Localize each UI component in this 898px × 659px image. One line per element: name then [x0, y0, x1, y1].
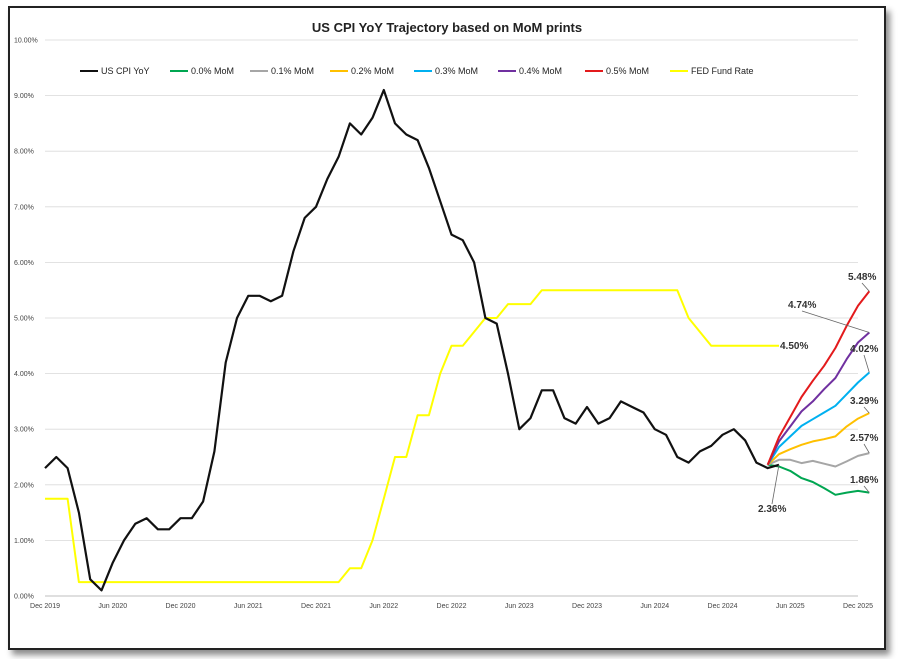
series-line [44, 88, 780, 592]
x-tick-label: Dec 2025 [843, 603, 873, 610]
x-tick-label: Jun 2020 [98, 603, 127, 610]
series-line [45, 289, 779, 584]
annotation-label: 2.57% [850, 433, 878, 444]
y-tick-label: 5.00% [14, 316, 34, 323]
x-tick-label: Jun 2023 [505, 603, 534, 610]
annotation-label: 4.02% [850, 344, 878, 355]
legend-label: 0.3% MoM [435, 66, 478, 76]
legend-label: 0.5% MoM [606, 66, 649, 76]
y-tick-label: 2.00% [14, 482, 34, 489]
x-tick-label: Dec 2020 [166, 603, 196, 610]
series-line [766, 290, 871, 466]
x-tick-label: Dec 2021 [301, 603, 331, 610]
series-line [766, 331, 870, 466]
x-tick-label: Dec 2022 [437, 603, 467, 610]
x-tick-label: Jun 2021 [234, 603, 263, 610]
y-tick-label: 7.00% [14, 204, 34, 211]
legend-label: FED Fund Rate [691, 66, 754, 76]
series-line [767, 412, 870, 466]
annotation-label: 1.86% [850, 475, 878, 486]
y-tick-label: 8.00% [14, 149, 34, 156]
series-line [767, 452, 870, 468]
annotation-label: 2.36% [758, 504, 786, 515]
annotation-leader [863, 485, 870, 493]
y-tick-label: 0.00% [14, 594, 34, 601]
annotation-leader [861, 282, 870, 292]
annotation-leader [863, 443, 870, 454]
legend-label: 0.2% MoM [351, 66, 394, 76]
x-tick-label: Jun 2024 [640, 603, 669, 610]
x-tick-label: Jun 2022 [369, 603, 398, 610]
annotation-leader [863, 354, 870, 373]
chart-frame: US CPI YoY Trajectory based on MoM print… [8, 6, 886, 650]
legend-label: 0.4% MoM [519, 66, 562, 76]
series-line [766, 371, 870, 466]
annotation-label: 4.50% [780, 341, 808, 352]
y-tick-label: 10.00% [14, 38, 38, 45]
annotation-leader [801, 310, 870, 333]
annotation-label: 5.48% [848, 272, 876, 283]
x-tick-label: Jun 2025 [776, 603, 805, 610]
line-chart: 0.00% 1.00% 2.00% 3.00% 4.00% 5.00% 6.00% 7.00%… [14, 38, 878, 611]
annotation-label: 4.74% [788, 300, 816, 311]
legend-label: 0.1% MoM [271, 66, 314, 76]
legend-label: US CPI YoY [101, 66, 150, 76]
legend-label: 0.0% MoM [191, 66, 234, 76]
y-tick-label: 3.00% [14, 427, 34, 434]
x-tick-label: Dec 2024 [708, 603, 738, 610]
y-tick-label: 4.00% [14, 371, 34, 378]
annotation-leader [771, 464, 780, 505]
y-tick-label: 1.00% [14, 538, 34, 545]
y-tick-label: 9.00% [14, 93, 34, 100]
x-tick-label: Dec 2023 [572, 603, 602, 610]
series-line [767, 463, 870, 496]
annotation-leader [863, 406, 870, 414]
x-tick-label: Dec 2019 [30, 603, 60, 610]
chart-title: US CPI YoY Trajectory based on MoM print… [311, 20, 583, 35]
annotation-label: 3.29% [850, 396, 878, 407]
y-tick-label: 6.00% [14, 260, 34, 267]
